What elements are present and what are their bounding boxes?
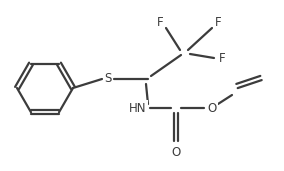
Text: F: F — [215, 16, 221, 29]
Text: O: O — [207, 102, 217, 115]
Text: F: F — [157, 16, 163, 29]
Text: S: S — [104, 73, 112, 86]
Text: F: F — [219, 51, 225, 64]
Text: O: O — [171, 146, 181, 159]
Text: HN: HN — [129, 102, 147, 115]
